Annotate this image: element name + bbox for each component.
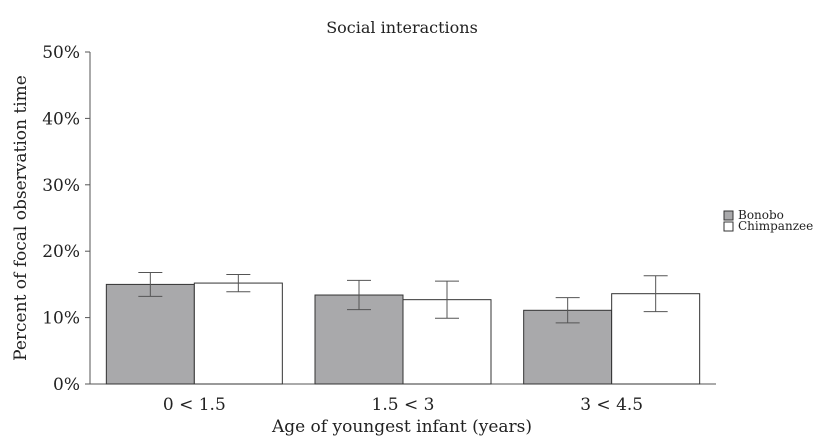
x-axis: 0 < 1.5 1.5 < 3 3 < 4.5 xyxy=(90,383,716,415)
legend-swatch-bonobo xyxy=(723,210,734,221)
bars xyxy=(105,282,701,385)
legend-swatch-chimpanzee xyxy=(723,221,734,232)
x-tick-label: 3 < 4.5 xyxy=(580,395,643,415)
x-tick-label: 0 < 1.5 xyxy=(163,395,226,415)
y-axis-title: Percent of focal observation time xyxy=(11,75,31,361)
bar-chimpanzee xyxy=(611,293,701,385)
y-tick-label: 10% xyxy=(42,309,80,329)
y-tick-label: 20% xyxy=(42,242,80,262)
legend-label-bonobo: Bonobo xyxy=(738,208,784,222)
x-axis-title: Age of youngest infant (years) xyxy=(271,417,532,437)
bar-bonobo xyxy=(105,283,195,385)
bar-chimpanzee xyxy=(193,282,283,385)
y-tick-label: 0% xyxy=(53,375,80,395)
y-tick-label: 50% xyxy=(42,43,80,63)
error-bars xyxy=(138,271,668,324)
y-axis: 0% 10% 20% 30% 40% 50% xyxy=(42,43,91,395)
legend-label-chimpanzee: Chimpanzee xyxy=(738,219,813,233)
y-tick-label: 30% xyxy=(42,176,80,196)
chart-title: Social interactions xyxy=(326,18,478,37)
x-tick-label: 1.5 < 3 xyxy=(372,395,435,415)
y-tick-label: 40% xyxy=(42,109,80,129)
